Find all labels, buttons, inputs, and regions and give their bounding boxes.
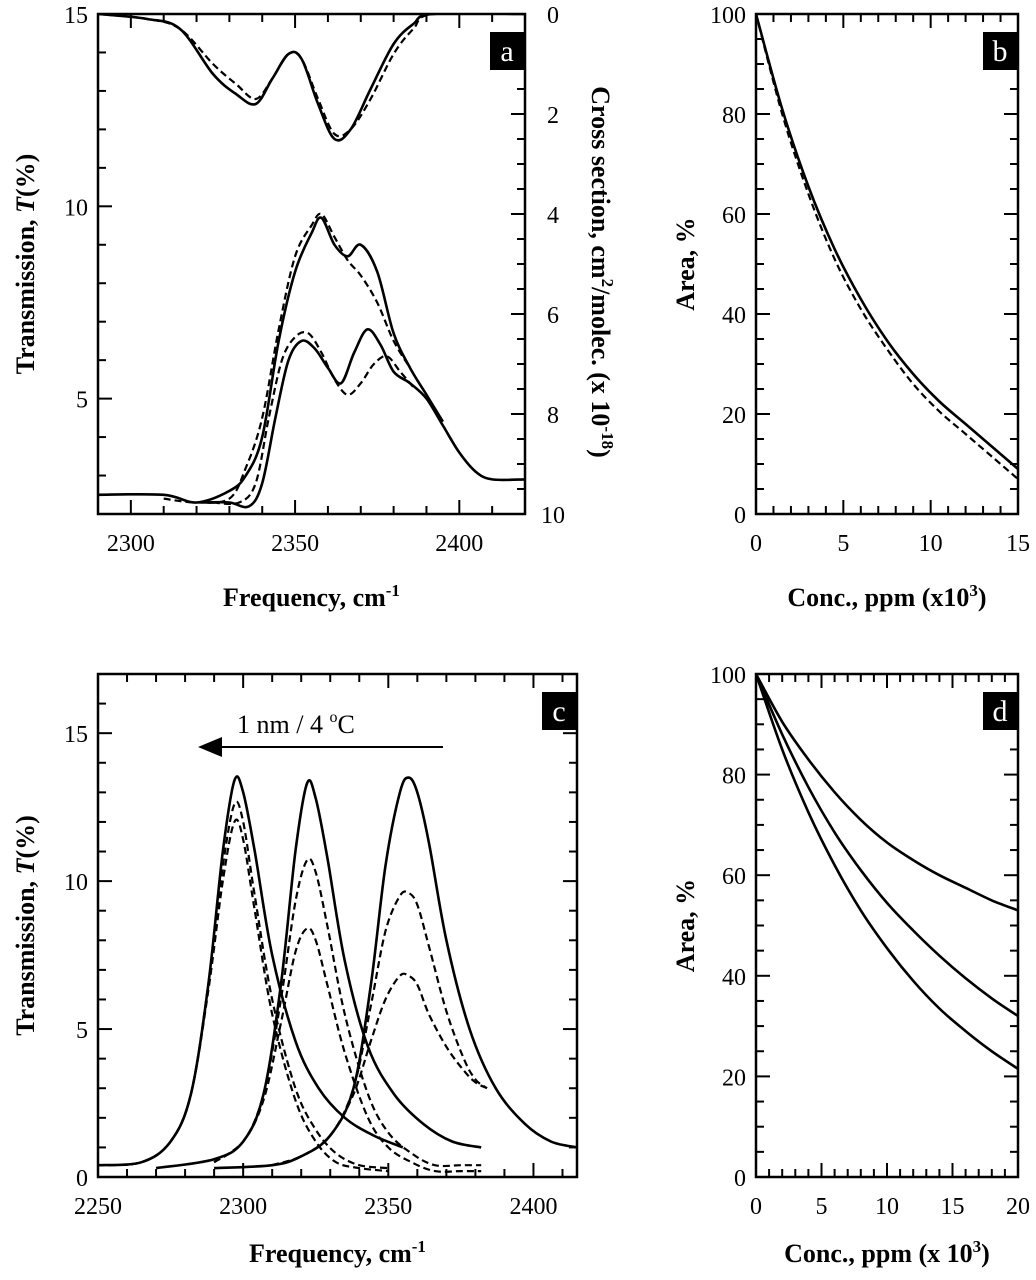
series-peak3-solid <box>214 776 577 1170</box>
y-right-tick-label: 6 <box>547 303 559 329</box>
series-peak3-dashed-b <box>271 972 488 1167</box>
y-tick-label: 100 <box>710 3 746 29</box>
y-tick-label: 15 <box>64 3 88 29</box>
series-transmission-upper-solid <box>98 216 445 504</box>
panel-b-label-badge: b <box>983 32 1017 70</box>
y-tick-label: 0 <box>76 1166 88 1192</box>
panel-b-frame <box>754 12 1020 516</box>
panel-c-label: c <box>552 695 565 728</box>
y-tick-label: 40 <box>722 303 746 329</box>
series-area-dashed <box>756 14 1018 480</box>
panel-c-x-title: Frequency, cm-1 <box>249 1237 426 1268</box>
series-peak2-solid <box>155 779 482 1170</box>
panel-a-ticks: 2300 2350 2400 5 10 15 0 2 4 6 8 10 <box>64 3 565 557</box>
x-tick-label: 5 <box>837 531 849 557</box>
panel-a-y-right-title: Cross section, cm2/molec. (x 10-18) <box>586 86 617 458</box>
shift-annotation-text: 1 nm / 4 oC <box>237 709 355 739</box>
panel-a-label-badge: a <box>490 32 524 70</box>
y-tick-label: 100 <box>710 663 746 689</box>
x-tick-label: 20 <box>1006 1194 1030 1220</box>
y-right-tick-label: 8 <box>547 403 559 429</box>
y-right-tick-label: 4 <box>547 203 559 229</box>
panel-d: 0 5 10 15 20 0 20 40 60 80 100 d Conc., ppm (x 103… <box>671 663 1030 1268</box>
y-tick-label: 0 <box>734 503 746 529</box>
x-tick-label: 5 <box>816 1194 828 1220</box>
y-tick-label: 5 <box>76 388 88 414</box>
x-tick-label: 2400 <box>509 1194 557 1220</box>
y-right-tick-label: 10 <box>541 503 565 529</box>
y-tick-label: 10 <box>64 870 88 896</box>
x-tick-label: 2350 <box>271 531 319 557</box>
panel-c-y-title: Transmission, T(%) <box>11 815 40 1036</box>
y-tick-label: 40 <box>722 965 746 991</box>
y-tick-label: 80 <box>722 103 746 129</box>
panel-c-shift-annotation: 1 nm / 4 oC <box>198 709 443 757</box>
shift-arrow-head-icon <box>198 737 222 757</box>
x-tick-label: 10 <box>919 531 943 557</box>
panel-c-frame <box>96 672 579 1179</box>
y-tick-label: 15 <box>64 722 88 748</box>
series-cross-section-dashed <box>98 14 525 138</box>
panel-b: 0 5 10 15 0 20 40 60 80 100 b Conc., ppm (x103) A… <box>671 3 1030 612</box>
panel-b-series <box>756 14 1018 480</box>
y-tick-label: 20 <box>722 403 746 429</box>
panel-a: 2300 2350 2400 5 10 15 0 2 4 6 8 10 a Frequency, cm… <box>11 3 617 612</box>
panel-b-y-title: Area, % <box>671 217 700 310</box>
x-tick-label: 2350 <box>364 1194 412 1220</box>
y-right-tick-label: 0 <box>547 3 559 29</box>
y-tick-label: 10 <box>64 195 88 221</box>
series-transmission-lower-solid <box>203 328 525 509</box>
x-tick-label: 0 <box>750 531 762 557</box>
series-transmission-upper-dashed <box>163 212 411 504</box>
x-tick-label: 15 <box>1006 531 1030 557</box>
x-tick-label: 2250 <box>74 1194 122 1220</box>
series-transmission-lower-dashed <box>212 331 415 506</box>
panel-a-frame <box>96 12 527 516</box>
panel-c-label-badge: c <box>542 692 576 730</box>
panel-d-series <box>756 674 1018 1070</box>
x-tick-label: 0 <box>750 1194 762 1220</box>
series-cross-section-solid <box>98 14 525 142</box>
y-tick-label: 0 <box>734 1166 746 1192</box>
panel-a-label: a <box>500 35 513 68</box>
x-tick-label: 2300 <box>107 531 155 557</box>
x-tick-label: 2300 <box>219 1194 267 1220</box>
panel-b-ticks: 0 5 10 15 0 20 40 60 80 100 <box>710 3 1030 557</box>
y-tick-label: 60 <box>722 864 746 890</box>
x-tick-label: 2400 <box>435 531 483 557</box>
panel-a-x-title: Frequency, cm-1 <box>223 581 400 612</box>
x-tick-label: 15 <box>941 1194 965 1220</box>
y-tick-label: 20 <box>722 1065 746 1091</box>
panel-d-frame <box>754 672 1020 1179</box>
series-area-curve-middle <box>756 674 1018 1018</box>
x-tick-label: 10 <box>875 1194 899 1220</box>
series-area-curve-top <box>756 674 1018 912</box>
panel-c: 2250 2300 2350 2400 0 5 10 15 c 1 nm / 4 oC Fre… <box>11 672 579 1268</box>
y-tick-label: 80 <box>722 764 746 790</box>
panel-d-ticks: 0 5 10 15 20 0 20 40 60 80 100 <box>710 663 1030 1220</box>
y-tick-label: 5 <box>76 1018 88 1044</box>
panel-b-x-title: Conc., ppm (x103) <box>787 581 986 612</box>
panel-b-label: b <box>993 35 1008 68</box>
y-right-tick-label: 2 <box>547 103 559 129</box>
panel-c-series <box>98 775 577 1173</box>
series-peak2-dashed-b <box>213 926 482 1173</box>
series-area-curve-bottom <box>756 674 1018 1070</box>
series-area-solid <box>756 14 1018 470</box>
panel-d-label-badge: d <box>983 692 1017 730</box>
series-peak3-dashed-a <box>271 890 488 1167</box>
panel-a-y-title: Transmission, T(%) <box>11 154 40 375</box>
panel-c-ticks: 2250 2300 2350 2400 0 5 10 15 <box>64 673 577 1220</box>
series-peak1-dashed-b <box>98 818 389 1173</box>
y-tick-label: 60 <box>722 203 746 229</box>
series-peak1-solid <box>98 775 404 1167</box>
series-peak2-dashed-a <box>213 857 482 1168</box>
panel-d-label: d <box>993 695 1008 728</box>
panel-d-x-title: Conc., ppm (x 103) <box>784 1237 990 1268</box>
panel-d-y-title: Area, % <box>671 879 700 972</box>
panel-a-series <box>98 14 525 509</box>
